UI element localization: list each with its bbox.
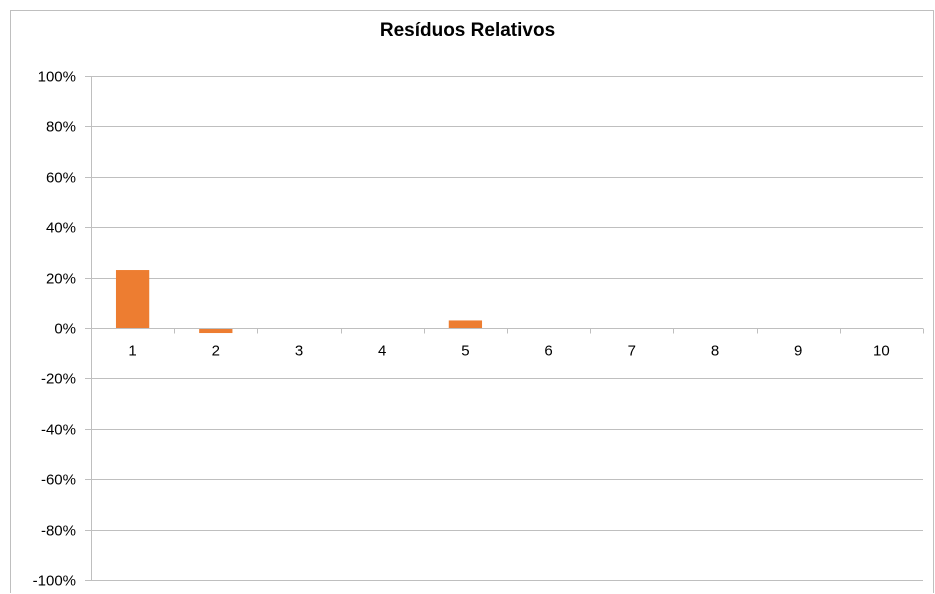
x-tick-label: 9: [794, 343, 802, 360]
x-tick-label: 10: [873, 343, 890, 360]
x-tick-label: 2: [212, 343, 220, 360]
y-tick-label: -20%: [41, 371, 76, 388]
bar-1: [115, 270, 150, 328]
x-axis-tick-labels: 1 2 3 4 5 6 7 8 9 10: [128, 343, 889, 360]
y-tick-label: 60%: [46, 170, 76, 187]
bar-5: [448, 320, 483, 328]
y-tick-label: 20%: [46, 271, 76, 288]
y-tick-label: 80%: [46, 119, 76, 136]
y-tick-label: 40%: [46, 220, 76, 237]
x-tick-label: 5: [461, 343, 469, 360]
y-tick-label: -80%: [41, 523, 76, 540]
y-tick-label: -60%: [41, 472, 76, 489]
y-tick-label: -40%: [41, 422, 76, 439]
x-tick-label: 1: [128, 343, 136, 360]
x-tick-label: 3: [295, 343, 303, 360]
x-tick-label: 4: [378, 343, 386, 360]
chart-frame: [10, 10, 934, 593]
y-tick-label: 100%: [38, 69, 76, 86]
x-tick-label: 8: [711, 343, 719, 360]
y-tick-label: -100%: [33, 573, 76, 590]
y-axis-tick-labels: 100% 80% 60% 40% 20% 0% -20% -40% -60% -80% -100%: [33, 69, 76, 590]
gridlines: [85, 76, 923, 581]
y-tick-label: 0%: [54, 321, 76, 338]
x-tick-label: 6: [544, 343, 552, 360]
chart-title: Resíduos Relativos: [379, 20, 556, 41]
bar-2: [199, 328, 233, 334]
bars: [115, 270, 483, 334]
x-tick-label: 7: [628, 343, 636, 360]
x-axis: [91, 328, 924, 334]
